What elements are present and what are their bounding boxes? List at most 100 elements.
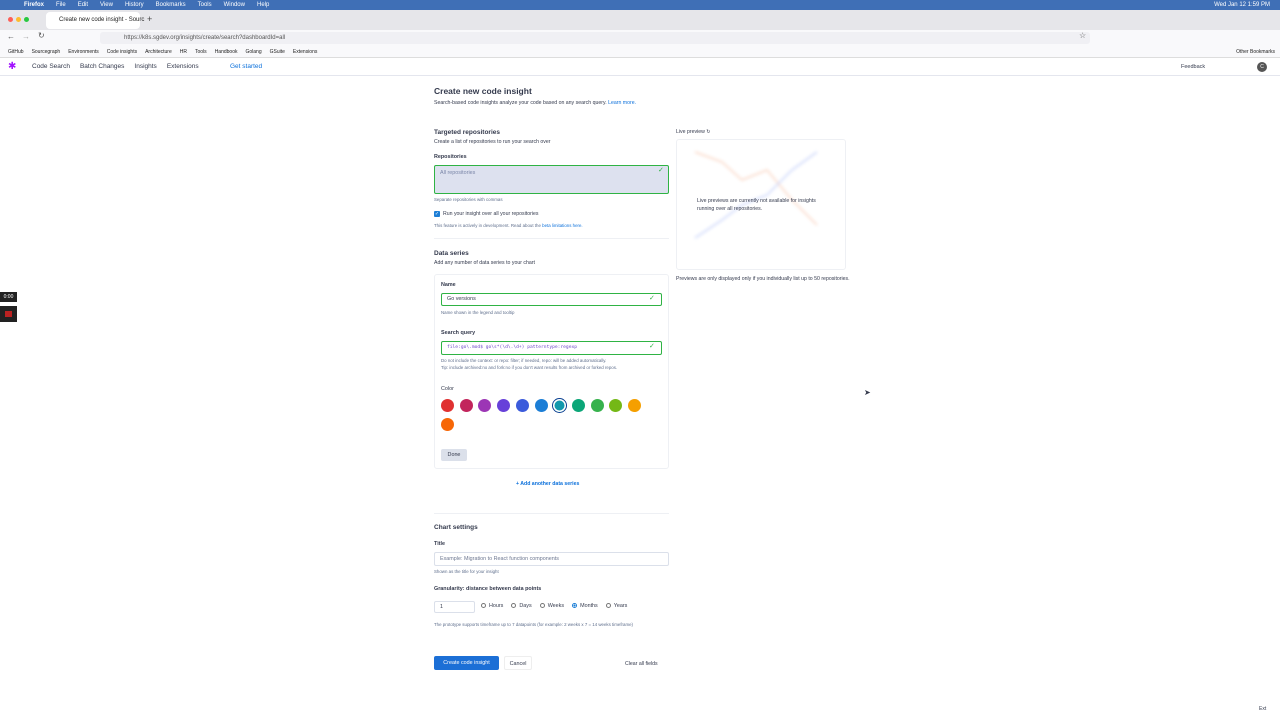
preview-note: Previews are only displayed only if you …	[676, 276, 850, 282]
field-hint: Name shown in the legend and tooltip	[441, 310, 515, 315]
color-swatch[interactable]	[459, 399, 473, 412]
back[interactable]: ←	[7, 32, 15, 41]
granularity-hint: The prototype supports timeframe up to 7…	[434, 622, 634, 627]
color-swatch[interactable]	[478, 399, 492, 412]
bookmark[interactable]: Code insights	[106, 49, 138, 55]
minimize-window[interactable]	[16, 17, 21, 22]
menu-item[interactable]: Edit	[77, 2, 89, 8]
logo[interactable]: ✱	[8, 61, 17, 72]
radio-option[interactable]: Hours	[481, 603, 503, 609]
bookmark[interactable]: Architecture	[145, 49, 172, 55]
menu-item[interactable]: View	[100, 2, 113, 8]
nav-item[interactable]: Code Search	[32, 63, 70, 70]
nav-item[interactable]: Insights	[134, 63, 157, 70]
radio-option[interactable]: Months	[572, 603, 598, 609]
ext-indicator: Ext	[1259, 706, 1267, 712]
add-series[interactable]: + Add another data series	[516, 481, 580, 487]
color-swatch[interactable]	[497, 399, 511, 412]
beta-note: This feature is actively in development.…	[434, 223, 583, 228]
menu-item[interactable]: Window	[223, 2, 245, 8]
close-window[interactable]	[8, 17, 13, 22]
valid-icon: ✓	[658, 167, 664, 174]
menu-item[interactable]: History	[124, 2, 144, 8]
radio-option[interactable]: Weeks	[539, 603, 565, 609]
section-heading: Chart settings	[434, 524, 478, 531]
reload[interactable]: ↻	[38, 31, 45, 40]
name-input[interactable]: Go versions	[441, 293, 662, 306]
get-started[interactable]: Get started	[230, 63, 263, 70]
feedback[interactable]: Feedback	[1181, 64, 1206, 70]
bookmark-star[interactable]: ☆	[1079, 31, 1087, 40]
query-hint: Do not include the context: or repo: fil…	[441, 358, 607, 363]
menu-item[interactable]: Bookmarks	[155, 2, 186, 8]
radio-label: Hours	[489, 603, 504, 609]
radio[interactable]	[605, 603, 611, 609]
clock: Wed Jan 12 1:59 PM	[1214, 2, 1270, 8]
bookmark[interactable]: Environments	[68, 49, 99, 55]
nav-item[interactable]: Extensions	[166, 63, 199, 70]
checkbox-label[interactable]: Run your insight over all your repositor…	[443, 211, 539, 217]
browser-tab[interactable]: Create new code insight - Sourc	[46, 12, 144, 29]
checkbox[interactable]: ✓	[434, 211, 440, 217]
bookmark[interactable]: Sourcegraph	[31, 49, 61, 55]
radio-option[interactable]: Days	[511, 603, 532, 609]
learn-more[interactable]: Learn more.	[608, 100, 637, 106]
cancel-button[interactable]: Cancel	[504, 656, 532, 670]
granularity-input[interactable]: 1	[434, 601, 475, 613]
title-input[interactable]: Example: Migration to React function com…	[434, 552, 669, 566]
query-input[interactable]: file:go\.mod$ go\s*(\d\.\d+) patterntype…	[441, 341, 662, 355]
submit-button[interactable]: Create code insight	[434, 656, 499, 670]
color-swatch[interactable]	[571, 399, 585, 412]
radio[interactable]	[511, 603, 517, 609]
new-tab[interactable]: +	[147, 14, 153, 24]
field-label: Color	[441, 386, 454, 392]
divider	[434, 238, 669, 239]
radio[interactable]	[539, 603, 545, 609]
color-swatch[interactable]	[515, 399, 529, 412]
radio[interactable]	[572, 603, 578, 609]
bookmark[interactable]: Golang	[245, 49, 262, 55]
section-heading: Targeted repositories	[434, 129, 500, 136]
bookmark[interactable]: Handbook	[214, 49, 238, 55]
menu-item[interactable]: File	[56, 2, 66, 8]
bookmark[interactable]: Tools	[195, 49, 207, 55]
valid-icon: ✓	[649, 343, 655, 350]
color-swatch[interactable]	[534, 399, 548, 412]
valid-icon: ✓	[649, 295, 655, 302]
radio-option[interactable]: Years	[605, 603, 627, 609]
preview-card	[676, 139, 846, 270]
field-label: Granularity: distance between data point…	[434, 586, 542, 592]
app-nav: Code Search Batch Changes Insights Extensio…	[0, 58, 1280, 76]
nav-item[interactable]: Batch Changes	[79, 63, 125, 70]
repositories-input[interactable]: All repositories	[434, 165, 669, 194]
clear-button[interactable]: Clear all fields	[625, 661, 658, 667]
color-swatch[interactable]	[441, 418, 454, 431]
bookmark[interactable]: Extensions	[292, 49, 318, 55]
color-swatch[interactable]	[590, 399, 604, 412]
menu-item[interactable]: Help	[256, 2, 270, 8]
bookmark[interactable]: HR	[179, 49, 187, 55]
color-swatch[interactable]	[609, 399, 623, 412]
bookmark[interactable]: GitHub	[8, 49, 24, 55]
url-bar[interactable]: https://k8s.sgdev.org/insights/create/se…	[100, 32, 1090, 44]
maximize-window[interactable]	[24, 17, 29, 22]
app-menu[interactable]: Firefox	[24, 2, 45, 8]
forward[interactable]: →	[22, 32, 30, 41]
avatar[interactable]: C	[1257, 62, 1267, 72]
color-swatch[interactable]	[628, 399, 641, 412]
done-button[interactable]: Done	[441, 449, 467, 461]
color-swatch[interactable]	[553, 399, 567, 412]
bookmark[interactable]: GSuite	[269, 49, 285, 55]
record-button[interactable]	[0, 306, 17, 322]
other-bookmarks[interactable]: Other Bookmarks	[1236, 49, 1275, 55]
radio[interactable]	[481, 603, 486, 609]
menu-item[interactable]: Tools	[197, 2, 212, 8]
field-label: Search query	[441, 330, 476, 336]
beta-link[interactable]: beta limitations here.	[542, 223, 583, 228]
color-swatch[interactable]	[441, 399, 454, 412]
radio-label: Months	[580, 603, 598, 609]
radio-label: Weeks	[547, 603, 565, 609]
cursor: ➤	[864, 388, 871, 397]
series-card	[434, 274, 669, 469]
